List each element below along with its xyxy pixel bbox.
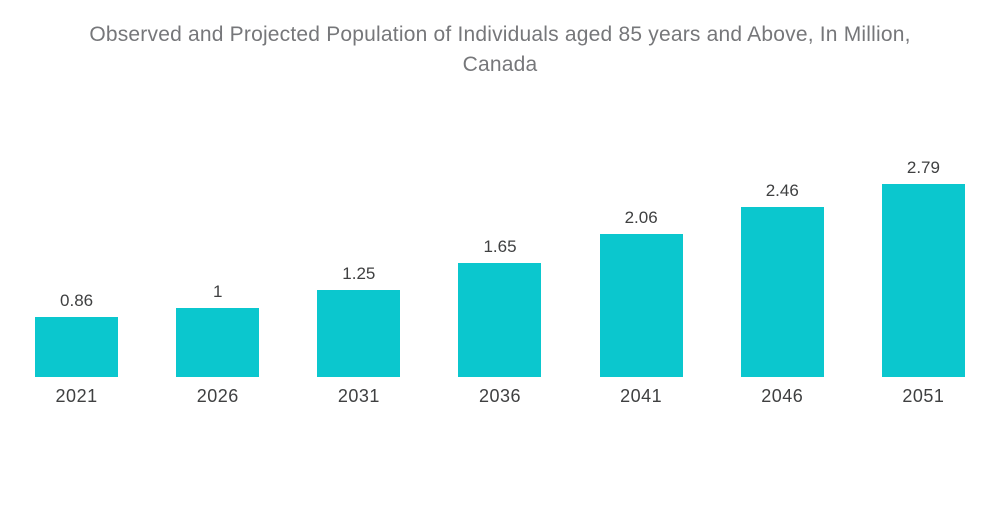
x-axis-label: 2046 (761, 386, 804, 406)
bar-value-label: 2.79 (906, 158, 940, 177)
plot-area: 0.86 2021 1 2026 1.25 2031 1.65 2036 2.0… (0, 152, 1000, 406)
bar (176, 308, 260, 377)
x-axis-label: 2021 (55, 386, 98, 406)
bar-group: 2.79 2051 (853, 152, 994, 406)
x-axis-label: 2031 (337, 386, 380, 406)
bar-value-label: 0.86 (60, 291, 94, 310)
x-axis-label: 2026 (196, 386, 239, 406)
bar-value-label: 1 (212, 282, 223, 301)
bar-value-label: 1.25 (342, 264, 376, 283)
bar (458, 263, 542, 377)
bar (599, 234, 683, 377)
x-axis-label: 2041 (620, 386, 663, 406)
bar-chart: Observed and Projected Population of Ind… (0, 20, 1000, 524)
bar-group: 2.06 2041 (571, 152, 712, 406)
bar-group: 1.65 2036 (429, 152, 570, 406)
bar-value-label: 1.65 (483, 237, 517, 256)
bar (881, 184, 965, 377)
bar-group: 1 2026 (147, 152, 288, 406)
chart-title-line1: Observed and Projected Population of Ind… (89, 23, 911, 46)
bar-group: 2.46 2046 (712, 152, 853, 406)
bar (317, 290, 401, 377)
bar (740, 207, 824, 377)
bar-group: 1.25 2031 (288, 152, 429, 406)
chart-title-line2: Canada (462, 53, 538, 76)
bar-value-label: 2.46 (765, 181, 799, 200)
x-axis-label: 2036 (478, 386, 522, 406)
bar-group: 0.86 2021 (6, 152, 147, 406)
bar (35, 317, 119, 377)
x-axis-label: 2051 (902, 386, 945, 406)
chart-title: Observed and Projected Population of Ind… (35, 20, 965, 80)
bar-value-label: 2.06 (624, 208, 658, 227)
